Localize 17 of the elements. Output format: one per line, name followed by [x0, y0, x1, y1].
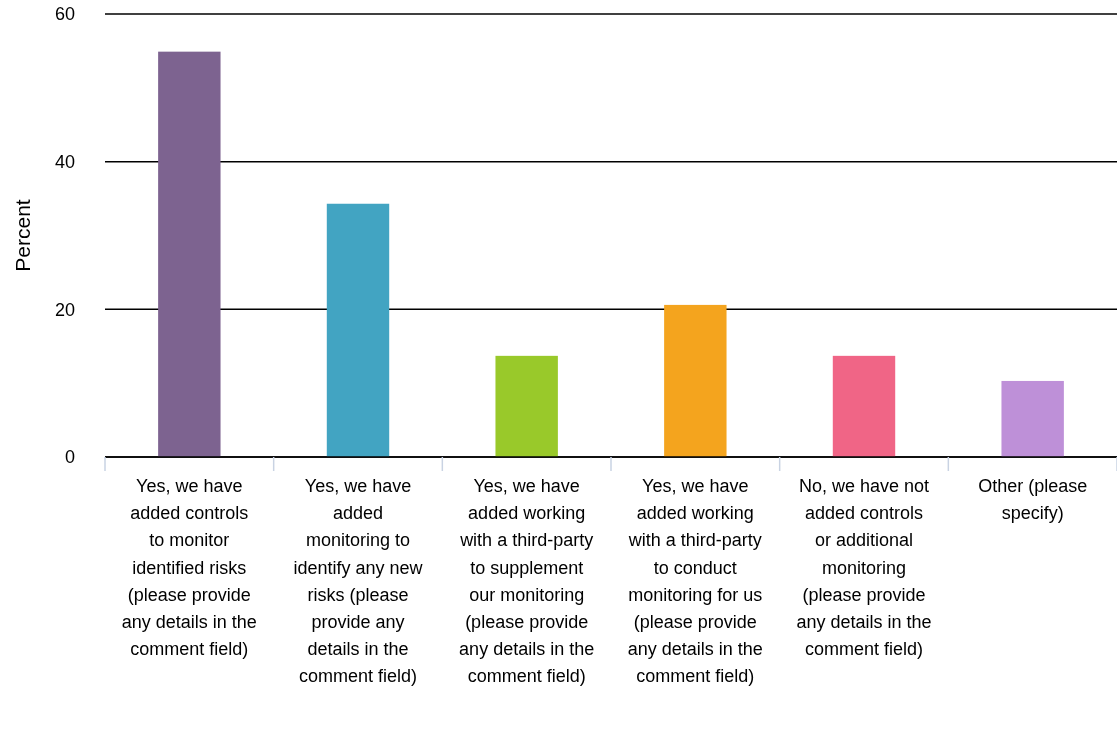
y-tick-label: 60	[54, 4, 75, 25]
x-tick-label: Other (please specify)	[978, 476, 1088, 524]
bar	[832, 355, 896, 457]
x-tick-label: Yes, we have added monitoring to identify any new risks (please provide any details in the comment field)	[293, 476, 424, 687]
x-tick-label: Yes, we have added working with a third-party to conduct monitoring for us (please provide any details in the comment field)	[627, 476, 763, 687]
bar	[664, 304, 727, 457]
x-tick-label: Yes, we have added working with a third-party to supplement our monitoring (please provide any details in the comment field)	[459, 476, 595, 687]
bar	[158, 51, 221, 457]
x-tick-label: Yes, we have added controls to monitor identified risks (please provide any details in the comment field)	[121, 476, 257, 660]
y-tick-label: 20	[54, 299, 75, 320]
y-axis-title: Percent	[11, 199, 34, 272]
bar	[326, 203, 390, 457]
y-tick-label: 0	[64, 447, 75, 468]
x-tick-label: No, we have not added controls or additional monitoring (please provide any details in the comment field)	[796, 476, 932, 660]
bar	[495, 355, 558, 457]
y-tick-label: 40	[54, 151, 75, 172]
bar	[1001, 380, 1064, 457]
